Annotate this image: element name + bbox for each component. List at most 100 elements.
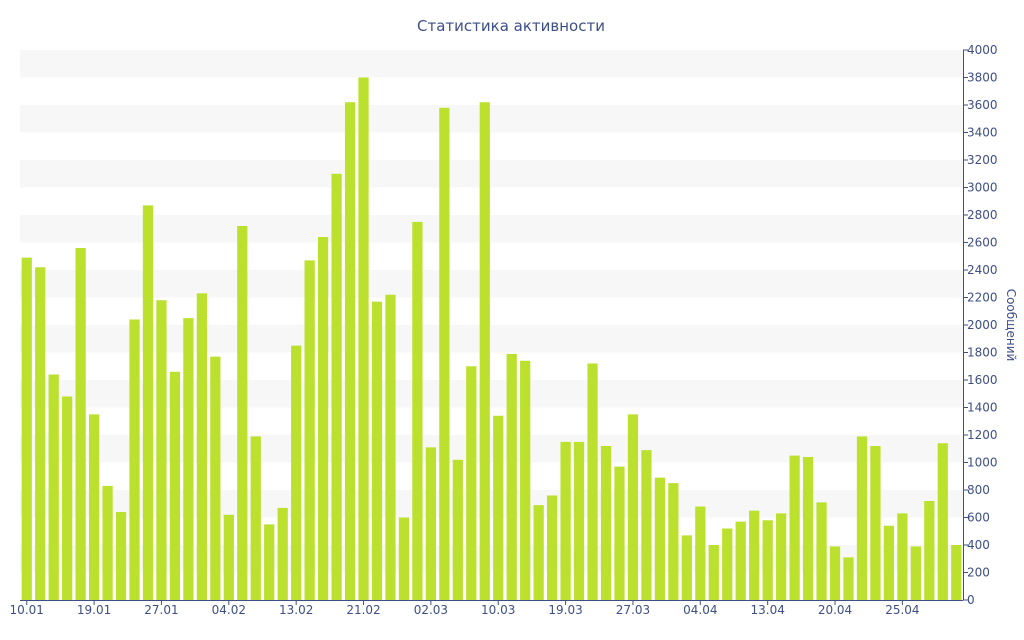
bar	[897, 513, 908, 601]
bar	[156, 300, 167, 600]
bar	[358, 77, 369, 600]
bar	[762, 520, 773, 600]
bar	[115, 512, 127, 600]
bar	[547, 495, 558, 600]
x-tick-label: 19.03	[548, 603, 582, 617]
y-tick-label: 1800	[967, 346, 998, 360]
bar	[479, 102, 490, 600]
grid-band	[20, 50, 963, 78]
bar	[573, 441, 585, 601]
y-tick-label: 0	[967, 593, 975, 607]
y-tick-label: 3000	[967, 181, 998, 195]
bar	[937, 443, 948, 600]
y-tick-label: 1400	[967, 401, 998, 415]
bar	[587, 363, 598, 600]
y-tick-label: 600	[967, 511, 990, 525]
y-tick-label: 3800	[967, 71, 998, 85]
bar	[196, 293, 207, 601]
x-tick-label: 27.03	[616, 603, 650, 617]
bar	[654, 477, 666, 601]
x-tick-label: 13.04	[750, 603, 784, 617]
bar	[600, 446, 612, 600]
grid-band	[20, 160, 963, 188]
bar	[102, 485, 113, 601]
bar	[506, 353, 517, 601]
y-tick-label: 1000	[967, 456, 998, 470]
bar	[749, 510, 760, 601]
bar	[277, 507, 288, 601]
y-tick-label: 4000	[967, 43, 998, 57]
y-tick-label: 2800	[967, 208, 998, 222]
bar	[250, 436, 261, 601]
bar	[48, 374, 59, 600]
bar	[708, 545, 719, 600]
grid-band	[20, 215, 963, 243]
bar	[223, 514, 234, 600]
bar	[304, 260, 315, 601]
bar	[520, 360, 531, 600]
bar	[776, 513, 787, 601]
bar	[35, 267, 46, 600]
y-tick-label: 400	[967, 538, 990, 552]
y-tick-label: 800	[967, 483, 990, 497]
x-tick-label: 20.04	[818, 603, 852, 617]
y-tick-label: 3400	[967, 126, 998, 140]
bar	[533, 505, 544, 601]
y-tick-label: 2200	[967, 291, 998, 305]
bar	[412, 221, 423, 601]
bar	[210, 356, 221, 601]
x-tick-label: 21.02	[346, 603, 380, 617]
bar	[452, 459, 463, 600]
bar	[695, 506, 706, 600]
grid-band	[20, 325, 963, 353]
bar	[371, 301, 383, 601]
bar	[237, 226, 248, 600]
x-tick-label: 13.02	[279, 603, 313, 617]
y-tick-label: 3600	[967, 98, 998, 112]
bar	[425, 447, 436, 601]
bar	[829, 546, 841, 601]
y-tick-label: 1600	[967, 373, 998, 387]
bar	[735, 521, 746, 601]
bar	[668, 483, 679, 601]
x-tick-label: 19.01	[77, 603, 111, 617]
y-tick-label: 2000	[967, 318, 998, 332]
bar	[439, 107, 450, 600]
x-tick-label: 04.02	[212, 603, 246, 617]
grid-band	[20, 105, 963, 133]
bar	[62, 396, 73, 600]
bar	[910, 546, 921, 601]
y-tick-label: 2600	[967, 236, 998, 250]
x-tick-label: 02.03	[414, 603, 448, 617]
bar	[614, 466, 625, 601]
bar	[681, 535, 692, 601]
bar	[883, 525, 895, 600]
bar	[317, 237, 329, 600]
bar	[291, 345, 302, 601]
x-tick-label: 25.04	[885, 603, 919, 617]
chart-title: Статистика активности	[417, 17, 605, 35]
y-tick-label: 2400	[967, 263, 998, 277]
bar	[627, 414, 639, 601]
bar	[493, 415, 504, 600]
bar	[722, 528, 733, 600]
bar	[641, 450, 652, 601]
y-axis: 0 200 400 600 800 1000 1200 1400 1600 1800 2000 220…	[963, 43, 998, 607]
bar	[344, 102, 356, 600]
bar	[951, 545, 962, 600]
bar	[88, 414, 100, 601]
bar	[398, 517, 410, 600]
bar	[560, 441, 571, 601]
x-axis: 10.01 19.01 27.01 04.02 13.02 21.02 02.03 10.03…	[10, 600, 963, 617]
bar	[385, 294, 396, 600]
bar	[264, 524, 275, 601]
bar	[142, 205, 154, 601]
x-tick-label: 27.01	[144, 603, 178, 617]
bar	[924, 501, 935, 600]
bar	[466, 366, 477, 600]
bar	[870, 446, 881, 600]
y-tick-label: 1200	[967, 428, 998, 442]
bar	[789, 455, 800, 601]
bar	[816, 502, 827, 601]
